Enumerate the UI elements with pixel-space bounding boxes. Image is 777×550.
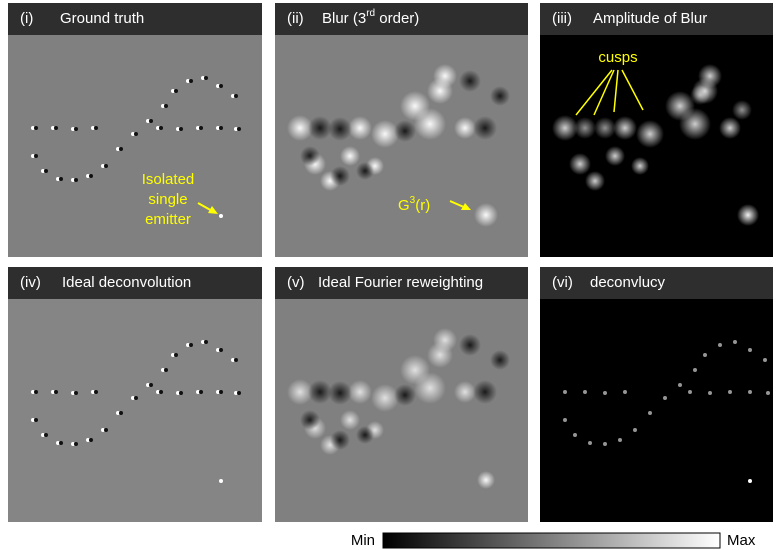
panel: (vi) deconvlucy: [540, 267, 773, 522]
colorbar-min: Min: [351, 532, 375, 549]
panel-title: Ground truth: [60, 10, 144, 27]
panel-title: deconvlucy: [590, 274, 666, 291]
panel-title: Ideal deconvolution: [62, 274, 191, 291]
panel-title: Amplitude of Blur: [593, 10, 707, 27]
panel: (iv) Ideal deconvolution: [8, 267, 262, 522]
annotation: single: [148, 191, 187, 208]
panel-label: (iv): [20, 274, 41, 291]
panel: (ii) Blur (3rd order) G3(r): [275, 3, 528, 257]
panel-label: (i): [20, 10, 33, 27]
colorbar: Min Max: [351, 532, 756, 549]
panel-label: (ii): [287, 10, 304, 27]
panel-label: (vi): [552, 274, 573, 291]
annotation: emitter: [145, 211, 191, 228]
panel: (i) Ground truth Isolated single emitter: [8, 3, 262, 257]
panel-label: (iii): [552, 10, 572, 27]
panel: (iii) Amplitude of Blur cusps: [540, 3, 773, 257]
annotation: cusps: [598, 49, 637, 66]
figure: (i) Ground truth Isolated single emitter…: [0, 0, 777, 550]
panel-label: (v): [287, 274, 305, 291]
colorbar-max: Max: [727, 532, 756, 549]
panel-title: Ideal Fourier reweighting: [318, 274, 483, 291]
annotation: Isolated: [142, 171, 195, 188]
panel: (v) Ideal Fourier reweighting: [275, 267, 528, 522]
